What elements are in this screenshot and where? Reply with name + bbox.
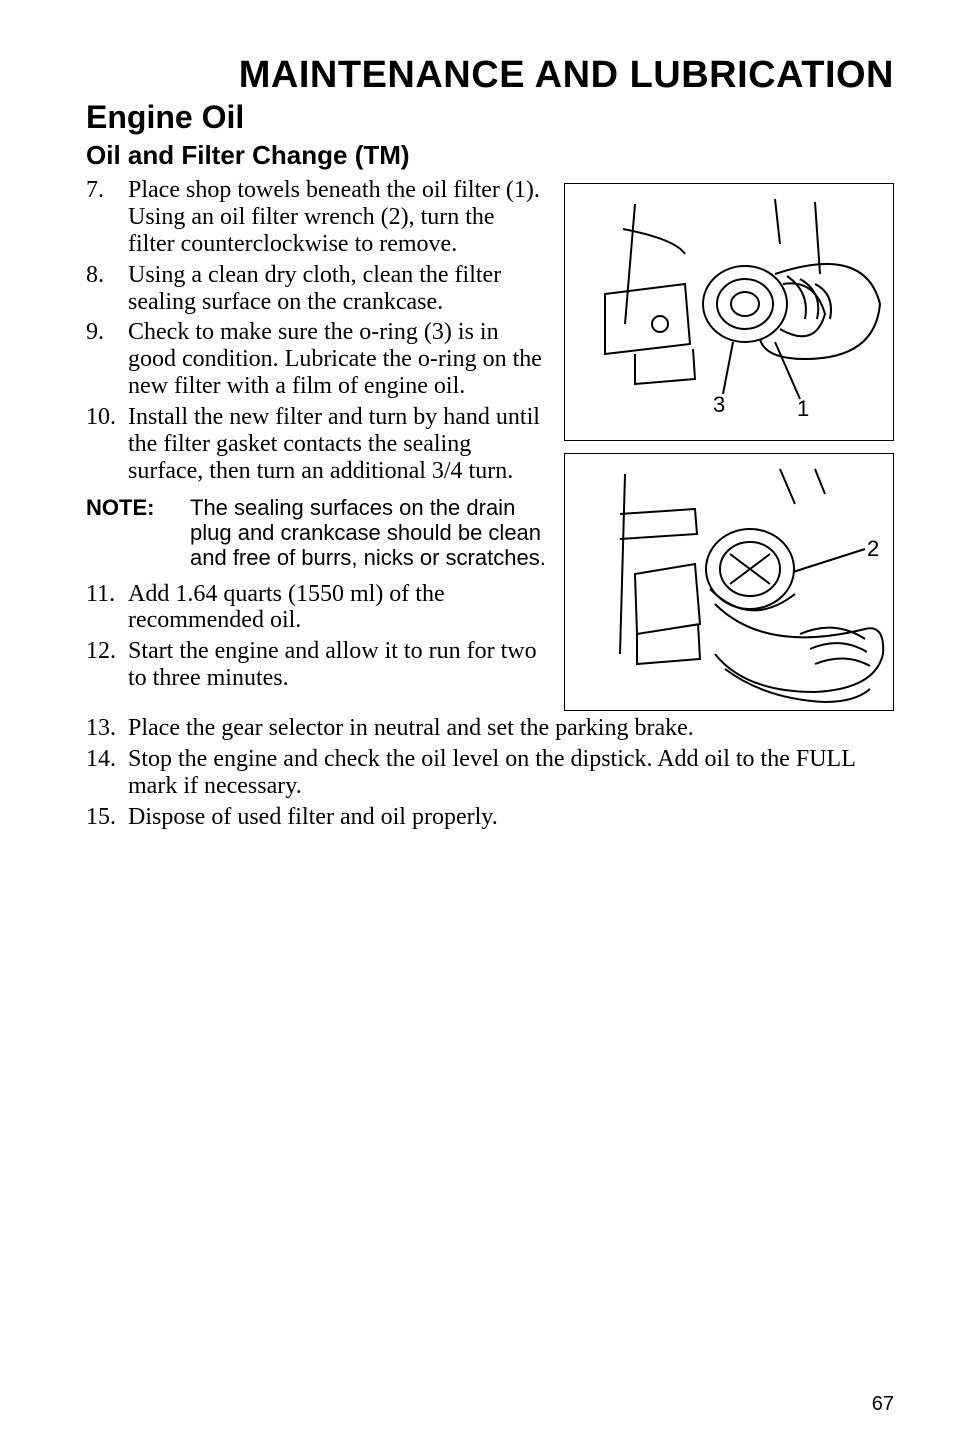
page-number: 67 (872, 1393, 894, 1416)
list-item: 13.Place the gear selector in neutral an… (86, 715, 894, 742)
list-item: 8.Using a clean dry cloth, clean the fil… (86, 262, 546, 316)
step-number: 14. (86, 746, 128, 800)
note-label: NOTE: (86, 495, 190, 571)
text-column: 7.Place shop towels beneath the oil filt… (86, 177, 546, 711)
step-text: Stop the engine and check the oil level … (128, 746, 894, 800)
content-row: 7.Place shop towels beneath the oil filt… (86, 177, 894, 711)
sub-title: Oil and Filter Change (TM) (86, 140, 894, 171)
step-number: 7. (86, 177, 128, 258)
callout-label-1: 1 (797, 396, 809, 422)
filter-wrench-illustration-icon (565, 454, 895, 712)
list-item: 12.Start the engine and allow it to run … (86, 638, 546, 692)
step-text: Install the new filter and turn by hand … (128, 404, 546, 485)
step-text: Check to make sure the o-ring (3) is in … (128, 319, 546, 400)
step-number: 12. (86, 638, 128, 692)
step-text: Place shop towels beneath the oil filter… (128, 177, 546, 258)
list-item: 11.Add 1.64 quarts (1550 ml) of the reco… (86, 581, 546, 635)
figure-oil-filter-wrench: 2 (564, 453, 894, 711)
step-text: Using a clean dry cloth, clean the filte… (128, 262, 546, 316)
step-number: 9. (86, 319, 128, 400)
section-title: Engine Oil (86, 99, 894, 136)
figure-column: 3 1 (564, 183, 894, 711)
step-number: 10. (86, 404, 128, 485)
page-title: MAINTENANCE AND LUBRICATION (86, 54, 894, 97)
steps-upper: 7.Place shop towels beneath the oil filt… (86, 177, 546, 485)
step-number: 15. (86, 804, 128, 831)
list-item: 7.Place shop towels beneath the oil filt… (86, 177, 546, 258)
steps-mid: 11.Add 1.64 quarts (1550 ml) of the reco… (86, 581, 546, 693)
step-text: Add 1.64 quarts (1550 ml) of the recomme… (128, 581, 546, 635)
steps-lower: 13.Place the gear selector in neutral an… (86, 715, 894, 831)
step-text: Start the engine and allow it to run for… (128, 638, 546, 692)
step-number: 13. (86, 715, 128, 742)
callout-label-2: 2 (867, 536, 879, 562)
figure-oil-filter-remove: 3 1 (564, 183, 894, 441)
step-text: Place the gear selector in neutral and s… (128, 715, 694, 742)
list-item: 15.Dispose of used filter and oil proper… (86, 804, 894, 831)
note-text: The sealing surfaces on the drain plug a… (190, 495, 546, 571)
list-item: 9.Check to make sure the o-ring (3) is i… (86, 319, 546, 400)
list-item: 14.Stop the engine and check the oil lev… (86, 746, 894, 800)
step-text: Dispose of used filter and oil properly. (128, 804, 498, 831)
note-block: NOTE: The sealing surfaces on the drain … (86, 495, 546, 571)
callout-label-3: 3 (713, 392, 725, 418)
oil-filter-illustration-icon (565, 184, 895, 442)
step-number: 8. (86, 262, 128, 316)
step-number: 11. (86, 581, 128, 635)
list-item: 10.Install the new filter and turn by ha… (86, 404, 546, 485)
